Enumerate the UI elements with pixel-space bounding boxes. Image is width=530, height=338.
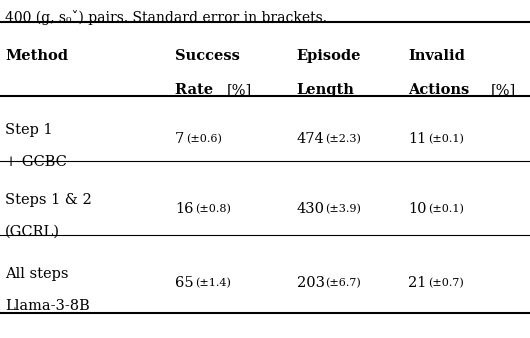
Text: 10: 10 xyxy=(408,202,427,216)
Text: Steps 1 & 2: Steps 1 & 2 xyxy=(5,193,92,207)
Text: (±2.3): (±2.3) xyxy=(325,134,361,145)
Text: 400 (g, s₀ˇ) pairs. Standard error in brackets.: 400 (g, s₀ˇ) pairs. Standard error in br… xyxy=(5,10,328,25)
Text: 430: 430 xyxy=(297,202,325,216)
Text: Episode: Episode xyxy=(297,49,361,63)
Text: 474: 474 xyxy=(297,132,324,146)
Text: Actions: Actions xyxy=(408,83,474,97)
Text: Llama-3-8B: Llama-3-8B xyxy=(5,299,90,313)
Text: (±1.4): (±1.4) xyxy=(195,278,231,288)
Text: Rate: Rate xyxy=(175,83,218,97)
Text: Method: Method xyxy=(5,49,68,63)
Text: Step 1: Step 1 xyxy=(5,123,53,137)
Text: 203: 203 xyxy=(297,276,325,290)
Text: Length: Length xyxy=(297,83,355,97)
Text: (±0.1): (±0.1) xyxy=(428,203,464,214)
Text: (±6.7): (±6.7) xyxy=(325,278,361,288)
Text: [%]: [%] xyxy=(227,83,252,97)
Text: 11: 11 xyxy=(408,132,426,146)
Text: 7: 7 xyxy=(175,132,184,146)
Text: Success: Success xyxy=(175,49,240,63)
Text: (GCRL): (GCRL) xyxy=(5,225,60,239)
Text: (±0.6): (±0.6) xyxy=(187,134,223,145)
Text: (±0.7): (±0.7) xyxy=(428,278,464,288)
Text: All steps: All steps xyxy=(5,267,69,281)
Text: 65: 65 xyxy=(175,276,193,290)
Text: (±0.8): (±0.8) xyxy=(195,203,231,214)
Text: 21: 21 xyxy=(408,276,427,290)
Text: Invalid: Invalid xyxy=(408,49,465,63)
Text: (±3.9): (±3.9) xyxy=(325,203,361,214)
Text: (±0.1): (±0.1) xyxy=(428,134,464,145)
Text: 16: 16 xyxy=(175,202,193,216)
Text: [%]: [%] xyxy=(490,83,516,97)
Text: + GCBC: + GCBC xyxy=(5,155,67,169)
